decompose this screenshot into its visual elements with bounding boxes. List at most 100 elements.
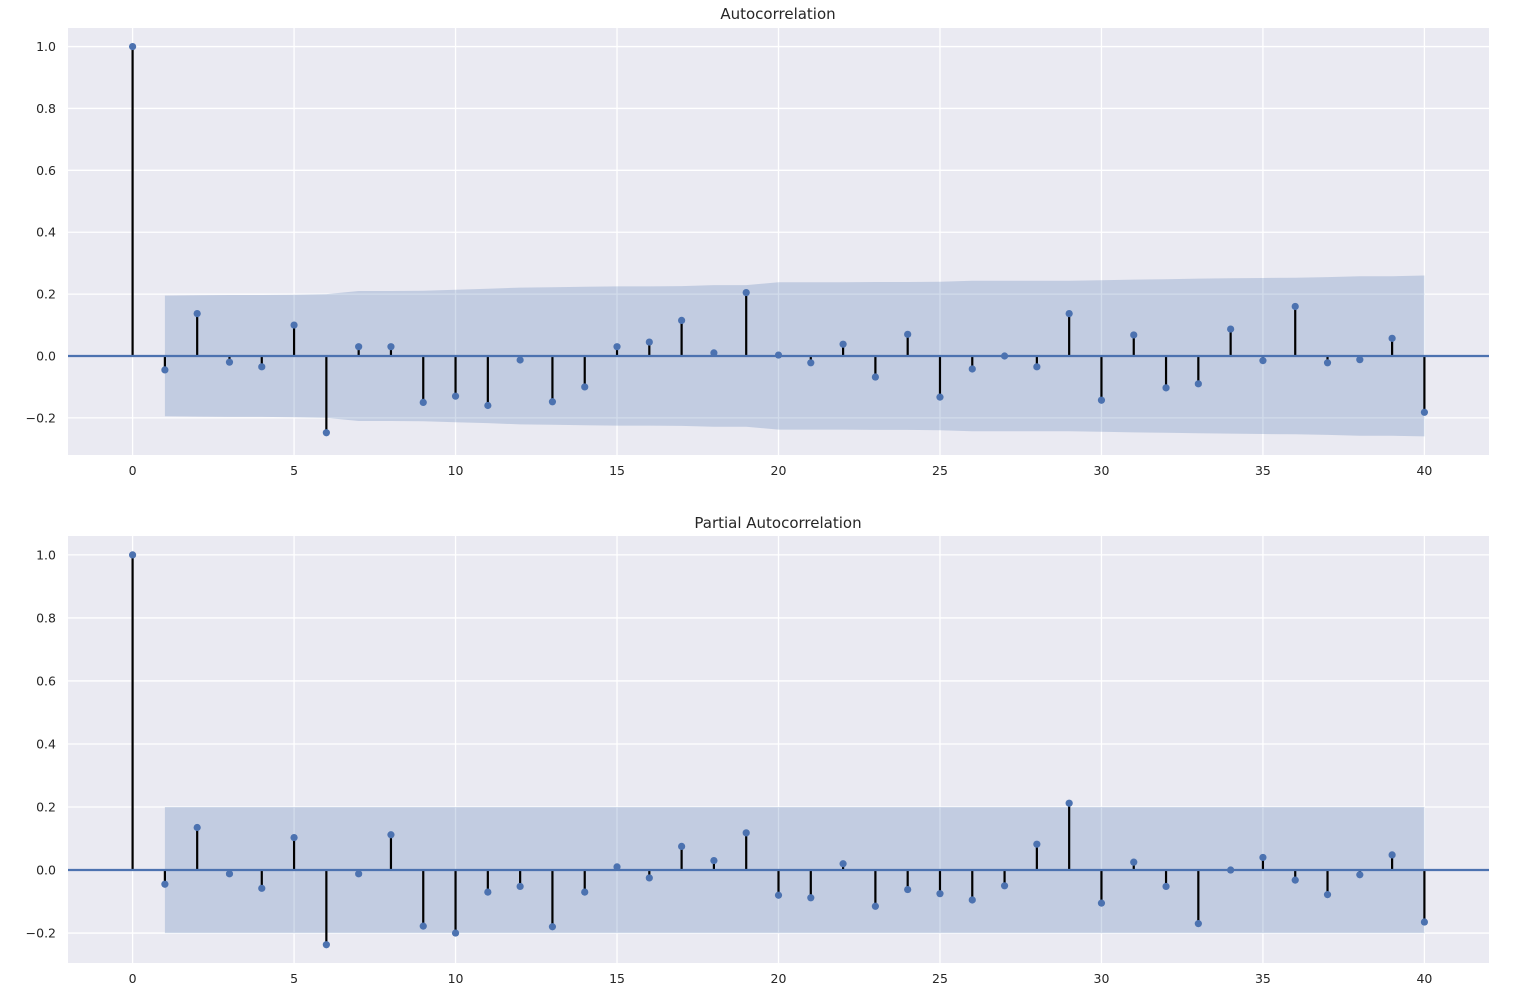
pacf-ytick-label-0: −0.2 (26, 926, 56, 941)
acf-point-4 (258, 363, 266, 371)
acf-xtick-label-4: 20 (771, 463, 787, 478)
acf-xtick-label-5: 25 (932, 463, 948, 478)
acf-point-18 (710, 349, 718, 357)
pacf-xtick-label-2: 10 (448, 971, 464, 986)
pacf-point-30 (1097, 899, 1106, 907)
pacf-point-8 (387, 831, 395, 839)
acf-ytick-label-4: 0.6 (36, 163, 56, 178)
pacf-ytick-label-3: 0.4 (36, 736, 56, 751)
pacf-point-17 (678, 842, 686, 851)
acf-xtick-label-8: 40 (1416, 463, 1432, 478)
acf-point-13 (548, 398, 557, 406)
pacf-point-6 (322, 941, 330, 949)
pacf-ytick-label-6: 1.0 (36, 547, 56, 562)
acf-point-12 (516, 356, 524, 364)
acf-point-22 (839, 340, 847, 348)
pacf-xtick-label-3: 15 (609, 971, 625, 986)
pacf-point-27 (1000, 882, 1009, 890)
pacf-xtick-label-0: 0 (129, 971, 137, 986)
acf-point-24 (904, 330, 912, 338)
acf-point-25 (936, 393, 944, 401)
pacf-xtick-label-1: 5 (290, 971, 298, 986)
acf-point-29 (1065, 309, 1073, 318)
pacf-point-15 (613, 863, 621, 871)
pacf-xtick-label-6: 30 (1094, 971, 1110, 986)
pacf-point-2 (193, 823, 201, 832)
pacf-point-0 (128, 551, 137, 559)
pacf-point-39 (1388, 851, 1396, 859)
pacf-ytick-label-5: 0.8 (36, 610, 56, 625)
acf-point-36 (1291, 302, 1299, 311)
acf-xtick-label-2: 10 (448, 463, 464, 478)
pacf-point-34 (1227, 866, 1235, 874)
pacf-point-32 (1162, 882, 1170, 891)
pacf-point-5 (290, 833, 298, 842)
pacf-point-23 (871, 902, 879, 910)
acf-point-17 (678, 316, 686, 325)
acf-point-21 (807, 359, 815, 367)
pacf-point-10 (451, 929, 460, 937)
pacf-point-40 (1420, 918, 1429, 926)
acf-point-14 (581, 383, 589, 391)
pacf-title: Partial Autocorrelation (694, 514, 861, 532)
pacf-point-1 (161, 880, 169, 888)
pacf-point-18 (710, 856, 718, 865)
acf-point-10 (451, 392, 460, 400)
acf-point-34 (1227, 325, 1235, 333)
pacf-point-31 (1130, 858, 1138, 866)
acf-ytick-label-6: 1.0 (36, 39, 56, 54)
pacf-ytick-label-2: 0.2 (36, 800, 56, 815)
pacf-point-38 (1356, 871, 1364, 879)
pacf-point-36 (1291, 876, 1299, 884)
acf-point-7 (355, 343, 363, 351)
pacf-point-28 (1033, 840, 1041, 848)
pacf-point-11 (484, 888, 492, 896)
acf-xtick-label-3: 15 (609, 463, 625, 478)
pacf-panel: Partial Autocorrelation 0 5 10 15 20 25 30 35 40… (26, 514, 1489, 986)
pacf-point-25 (936, 890, 944, 898)
acf-panel: Autocorrelation 0 5 10 15 20 25 30 35 40 −0.2 0.0 0… (26, 5, 1489, 478)
acf-point-31 (1130, 331, 1138, 339)
acf-point-26 (968, 365, 976, 373)
acf-point-3 (225, 358, 234, 366)
pacf-xtick-label-4: 20 (771, 971, 787, 986)
acf-point-28 (1033, 363, 1041, 371)
acf-point-39 (1388, 334, 1396, 342)
acf-xtick-label-7: 35 (1255, 463, 1271, 478)
acf-ytick-label-5: 0.8 (36, 101, 56, 116)
acf-point-6 (322, 429, 330, 437)
acf-point-23 (871, 373, 879, 381)
acf-point-40 (1420, 408, 1429, 416)
acf-point-5 (290, 321, 298, 329)
acf-point-19 (742, 288, 750, 297)
acf-point-32 (1162, 384, 1170, 392)
acf-ytick-label-1: 0.0 (36, 348, 56, 363)
acf-xtick-label-1: 5 (290, 463, 298, 478)
acf-ytick-label-3: 0.4 (36, 225, 56, 240)
acf-ytick-label-0: −0.2 (26, 410, 56, 425)
pacf-point-35 (1259, 853, 1267, 862)
pacf-xtick-label-5: 25 (932, 971, 948, 986)
acf-point-16 (645, 338, 653, 346)
acf-point-33 (1194, 380, 1202, 388)
acf-point-35 (1259, 357, 1267, 365)
pacf-point-9 (419, 922, 427, 930)
pacf-point-20 (774, 891, 783, 899)
acf-point-15 (613, 343, 621, 351)
pacf-xtick-label-8: 40 (1416, 971, 1432, 986)
pacf-ytick-label-1: 0.0 (36, 863, 56, 878)
pacf-point-19 (742, 829, 750, 837)
acf-xtick-label-0: 0 (129, 463, 137, 478)
acf-xtick-label-6: 30 (1094, 463, 1110, 478)
acf-point-8 (387, 343, 395, 351)
acf-point-1 (161, 366, 169, 374)
pacf-point-33 (1194, 920, 1202, 928)
acf-point-27 (1000, 352, 1009, 360)
pacf-point-7 (355, 870, 363, 878)
acf-point-9 (419, 398, 427, 406)
pacf-point-14 (581, 888, 589, 896)
pacf-point-24 (904, 885, 912, 894)
pacf-ytick-label-4: 0.6 (36, 673, 56, 688)
pacf-point-21 (807, 894, 815, 902)
